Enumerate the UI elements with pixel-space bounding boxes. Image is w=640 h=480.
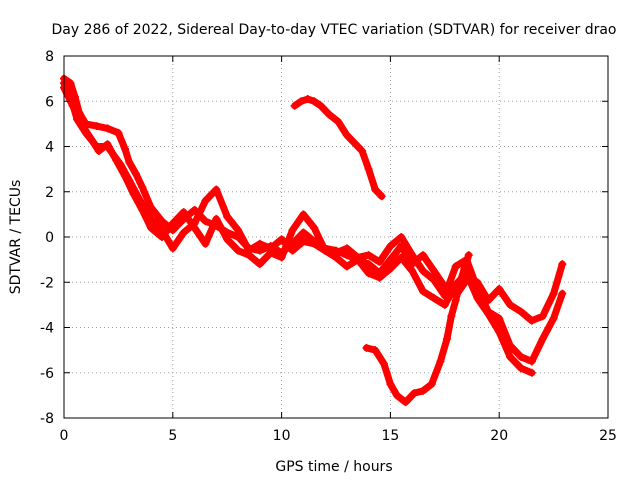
- x-tick-label: 25: [599, 428, 617, 444]
- x-tick-label: 15: [381, 428, 399, 444]
- axis-ticks: 0 5 10 15 20 25 -8 -6 -4 -2 0 2 4 6 8: [40, 49, 617, 444]
- y-tick-label: -8: [40, 411, 54, 427]
- y-tick-label: 4: [45, 140, 54, 156]
- series-line: [60, 84, 536, 377]
- series-arc-4: [290, 94, 386, 201]
- series-markers: [60, 83, 536, 377]
- x-axis-label: GPS time / hours: [275, 459, 392, 475]
- y-tick-label: -6: [40, 366, 54, 382]
- y-axis-label: SDTVAR / TECUs: [8, 180, 24, 295]
- x-tick-label: 0: [60, 428, 69, 444]
- series-markers: [362, 251, 473, 407]
- x-tick-label: 10: [273, 428, 291, 444]
- series-arc-5: [362, 251, 473, 407]
- series-markers: [290, 94, 386, 201]
- chart-title: Day 286 of 2022, Sidereal Day-to-day VTE…: [51, 22, 616, 38]
- y-tick-label: 0: [45, 230, 54, 246]
- y-tick-label: 2: [45, 185, 54, 201]
- y-tick-label: -2: [40, 275, 54, 291]
- series-line: [291, 95, 386, 200]
- y-tick-label: 6: [45, 94, 54, 110]
- series-line: [363, 251, 473, 406]
- grid: [64, 56, 608, 418]
- y-tick-label: -4: [40, 321, 54, 337]
- data-series: [60, 74, 567, 407]
- y-tick-label: 8: [45, 49, 54, 65]
- x-tick-label: 5: [168, 428, 177, 444]
- x-tick-label: 20: [490, 428, 508, 444]
- series-arc-3: [60, 83, 536, 377]
